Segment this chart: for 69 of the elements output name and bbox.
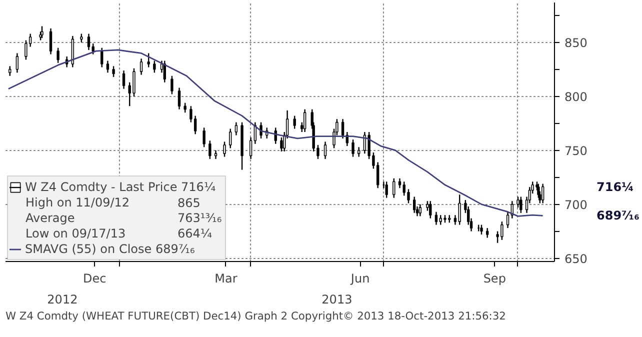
text: High on 11/09/12 865 [26,195,200,210]
candlestick [132,68,136,97]
candlestick [407,188,410,204]
candlestick [112,66,115,78]
y-tick-label: 700 [564,198,588,212]
candlestick [429,200,432,219]
candlestick [392,178,396,198]
candlestick [194,115,197,135]
x-tick-label: Dec [82,272,106,286]
candlestick [8,66,12,76]
candlestick [486,227,489,238]
candlestick [106,60,110,74]
x-tick-label: Jun [350,272,370,286]
candlestick [24,40,28,60]
candlestick [122,70,126,90]
candlestick [418,204,422,217]
candlestick [402,181,406,196]
candlestick [16,52,19,74]
candlestick [506,211,510,229]
candlestick [480,224,483,236]
candlestick [293,115,296,130]
legend-label: W Z4 Comdty - Last Price 716¼ [25,179,216,194]
candlestick [280,136,283,152]
candlestick [190,106,192,123]
candlestick [426,200,429,212]
candlestick [398,178,402,189]
candlestick [341,118,344,140]
candlestick [49,28,52,55]
candlestick [92,42,94,55]
candlestick [223,141,226,158]
candlestick [208,140,212,160]
candlestick [385,181,388,198]
candlestick [140,58,143,76]
candlestick [249,136,252,160]
candlestick [458,194,461,226]
x-tick-label: Mar [214,272,238,286]
candlestick [412,196,416,214]
text: 689⁷⁄₁₆ [596,208,640,223]
y-tick-label: 800 [564,90,588,104]
candlestick [229,128,232,149]
candlestick [324,141,327,160]
legend-label: SMAVG (55) on Close 689⁷⁄₁₆ [25,241,195,256]
candlestick [541,183,544,204]
text: W Z4 Comdty (WHEAT FUTURE(CBT) Dec14) Graph 2 Copyright© 2013 18-Oct-2013 21:56:32 [6,310,506,322]
text: 716¼ [596,180,634,194]
candlestick [234,122,238,136]
candlestick [516,196,520,208]
candlestick [153,60,156,74]
y-tick-label: 750 [564,144,588,158]
text: 2012 [47,292,78,306]
candlestick [260,122,262,140]
candlestick [147,52,150,68]
y-tick-label: 850 [564,36,588,50]
candlestick [520,196,522,214]
candlestick [357,146,360,158]
candlestick [87,33,90,51]
candlestick [434,211,438,226]
candlestick [178,87,181,110]
candlestick [303,108,306,133]
candlestick [56,47,60,64]
candlestick [170,75,174,95]
text: 2013 [322,292,352,306]
text: Low on 09/17/13 664¼ [26,226,212,240]
candlestick [202,127,206,148]
y-tick-label: 650 [564,252,588,266]
x-tick-label: Sep [483,272,506,286]
candlestick [352,138,354,158]
text: Average 763¹³⁄₁₆ [26,210,222,225]
candlestick [184,102,186,114]
